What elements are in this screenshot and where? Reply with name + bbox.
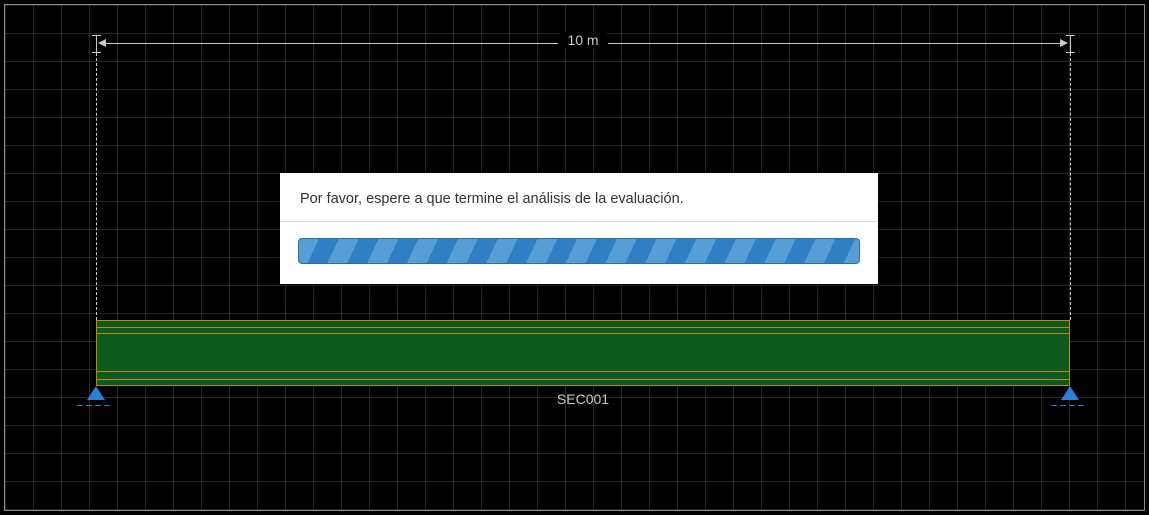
beam-inner-line — [97, 327, 1069, 328]
dimension-arrow-right — [1060, 39, 1068, 47]
dimension-arrow-left — [98, 39, 106, 47]
progress-dialog: Por favor, espere a que termine el análi… — [280, 173, 878, 284]
section-label: SEC001 — [557, 391, 609, 407]
beam — [96, 320, 1070, 386]
dimension-tick-right — [1070, 35, 1071, 53]
progress-message: Por favor, espere a que termine el análi… — [280, 173, 878, 222]
guide-right — [1070, 53, 1071, 320]
beam-inner-line — [97, 371, 1069, 372]
dimension-line-right — [608, 43, 1060, 44]
support-right — [1061, 386, 1079, 400]
support-left — [87, 386, 105, 400]
dimension-tick-left — [96, 35, 97, 53]
support-right-hatches — [1054, 400, 1087, 406]
support-left-hatches — [80, 400, 113, 406]
guide-left — [96, 53, 97, 320]
dimension-line-left — [106, 43, 558, 44]
canvas-frame: 10 m SEC001 Por favor, espere a que term… — [4, 4, 1145, 511]
beam-inner-line — [97, 379, 1069, 380]
progress-container — [280, 222, 878, 284]
progress-bar — [298, 238, 860, 264]
dimension-label: 10 m — [559, 32, 606, 48]
beam-inner-line — [97, 333, 1069, 334]
